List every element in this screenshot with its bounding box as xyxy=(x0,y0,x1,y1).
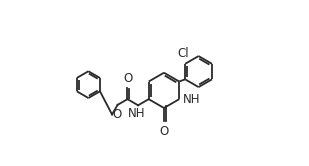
Text: O: O xyxy=(124,72,133,85)
Text: NH: NH xyxy=(183,93,200,106)
Text: O: O xyxy=(159,125,169,138)
Text: O: O xyxy=(112,108,121,121)
Text: NH: NH xyxy=(128,107,146,120)
Text: Cl: Cl xyxy=(178,47,189,60)
